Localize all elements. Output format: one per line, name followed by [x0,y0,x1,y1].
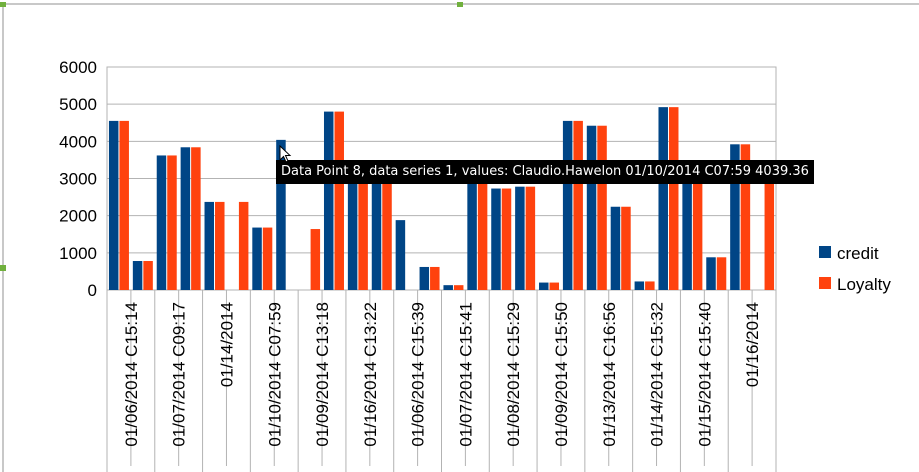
bar-loyalty-10[interactable] [334,111,344,290]
legend-swatch-credit [819,246,831,258]
bar-loyalty-1[interactable] [119,120,129,291]
bar-loyalty-26[interactable] [716,257,727,290]
bar-credit-1[interactable] [108,120,119,291]
bar-credit-2[interactable] [132,261,143,290]
x-tick-label: 01/07/2014 C09:17 [170,302,189,447]
bar-credit-3[interactable] [156,155,167,290]
y-tick-label: 2000 [59,207,97,226]
bar-loyalty-27[interactable] [740,144,751,290]
y-tick-label: 6000 [59,58,97,77]
x-tick-label: 01/16/2014 C13:22 [361,302,380,447]
mouse-pointer-icon [279,145,292,163]
y-axis-ticks: 0 1000 2000 3000 4000 5000 6000 [59,58,97,300]
x-tick-label: 01/15/2014 C15:40 [695,302,714,447]
bar-credit-4[interactable] [180,147,191,290]
x-tick-label: 01/09/2014 C13:18 [313,302,332,447]
bar-loyalty-18[interactable] [525,186,536,290]
bar-credit-17[interactable] [491,188,501,290]
bar-credit-18[interactable] [515,186,525,290]
bars [108,107,775,291]
bar-credit-5[interactable] [204,201,215,290]
x-tick-label: 01/13/2014 C16:56 [600,302,619,447]
x-tick-label: 01/06/2014 C15:14 [122,302,141,447]
bar-credit-10[interactable] [323,111,334,290]
bar-credit-22[interactable] [610,206,621,290]
bar-loyalty-17[interactable] [501,188,512,290]
bar-credit-7[interactable] [252,227,262,290]
x-axis-labels: 01/06/2014 C15:14 01/07/2014 C09:17 01/14/… [122,302,762,447]
bar-loyalty-19[interactable] [549,282,560,290]
bar-credit-24[interactable] [658,107,668,290]
bar-loyalty-16[interactable] [477,174,488,290]
bar-loyalty-2[interactable] [143,261,153,290]
gridlines [106,66,777,472]
legend-label-credit: credit [837,244,879,263]
bar-loyalty-11[interactable] [358,174,368,290]
bar-loyalty-28[interactable] [764,174,775,290]
x-tick-label: 01/07/2014 C15:41 [456,302,475,447]
bar-credit-25[interactable] [682,174,692,290]
bar-credit-26[interactable] [706,257,716,290]
x-tick-label: 01/08/2014 C15:29 [504,302,523,447]
bar-loyalty-24[interactable] [668,107,679,290]
bar-credit-16[interactable] [467,174,477,290]
y-tick-label: 5000 [59,95,97,114]
selection-handle-left-middle[interactable] [0,265,6,271]
selection-handle-top-left[interactable] [0,2,6,7]
bar-credit-21[interactable] [586,125,597,291]
selection-handle-top-middle[interactable] [457,2,463,7]
bar-loyalty-6[interactable] [238,201,249,290]
bar-loyalty-4[interactable] [191,147,201,290]
x-tick-label: 01/09/2014 C15:50 [552,302,571,447]
y-tick-label: 3000 [59,170,97,189]
bar-loyalty-3[interactable] [167,155,177,290]
bar-credit-8[interactable] [276,139,286,290]
bar-loyalty-25[interactable] [692,174,703,290]
bar-credit-27[interactable] [730,144,740,290]
bar-loyalty-22[interactable] [621,206,631,290]
bar-loyalty-7[interactable] [262,227,273,290]
bar-credit-15[interactable] [443,285,453,290]
bar-loyalty-5[interactable] [215,201,225,290]
bar-loyalty-15[interactable] [453,285,464,290]
bar-credit-19[interactable] [539,282,549,290]
bar-credit-14[interactable] [419,266,430,290]
x-tick-label: 01/16/2014 [743,302,762,387]
bar-loyalty-12[interactable] [382,174,392,290]
y-tick-label: 0 [88,281,97,300]
x-tick-label: 01/06/2014 C15:39 [409,302,428,447]
bar-credit-13[interactable] [395,220,406,290]
y-tick-label: 4000 [59,132,97,151]
bar-loyalty-14[interactable] [430,266,440,290]
legend-swatch-loyalty [819,277,831,289]
legend: credit Loyalty [819,244,891,294]
y-tick-label: 1000 [59,244,97,263]
x-tick-label: 01/10/2014 C07:59 [265,302,284,447]
x-tick-label: 01/14/2014 [217,302,236,387]
bar-credit-23[interactable] [634,281,645,290]
bar-loyalty-9[interactable] [310,229,321,290]
bar-loyalty-20[interactable] [573,120,583,291]
bar-loyalty-23[interactable] [645,281,655,290]
bar-credit-12[interactable] [371,174,382,290]
x-tick-label: 01/14/2014 C15:32 [648,302,667,447]
bar-credit-20[interactable] [562,120,573,291]
data-point-tooltip: Data Point 8, data series 1, values: Cla… [276,160,814,184]
bar-credit-11[interactable] [347,174,358,290]
bar-loyalty-21[interactable] [597,125,607,291]
legend-label-loyalty: Loyalty [837,275,891,294]
